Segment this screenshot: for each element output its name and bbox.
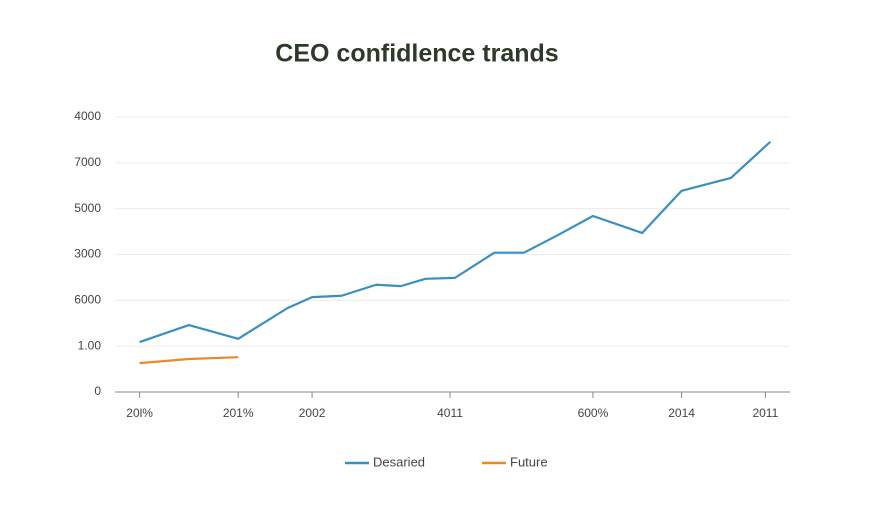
y-tick-label: 6000 xyxy=(74,293,101,307)
x-tick-label: 2014 xyxy=(668,406,695,420)
chart-title: CEO confidlence trands xyxy=(275,40,558,68)
x-tick-label: 600% xyxy=(578,406,609,420)
y-tick-label: 3000 xyxy=(74,247,101,261)
line-series xyxy=(139,356,239,365)
x-tick-label: 2011 xyxy=(752,406,778,420)
x-tick-label: 20l% xyxy=(126,406,153,420)
y-tick-label: 1.00 xyxy=(78,338,102,352)
x-tick-label: 2002 xyxy=(299,406,326,420)
y-tick-label: 7000 xyxy=(74,155,101,169)
legend-label: Desaried xyxy=(373,454,425,469)
y-tick-label: 4000 xyxy=(74,109,101,123)
y-tick-label: 0 xyxy=(94,384,101,398)
y-tick-label: 5000 xyxy=(74,201,101,215)
x-tick-label: 201% xyxy=(223,406,254,420)
legend-label: Future xyxy=(510,454,548,469)
line-series xyxy=(139,140,772,344)
x-tick-label: 4011 xyxy=(437,406,463,420)
